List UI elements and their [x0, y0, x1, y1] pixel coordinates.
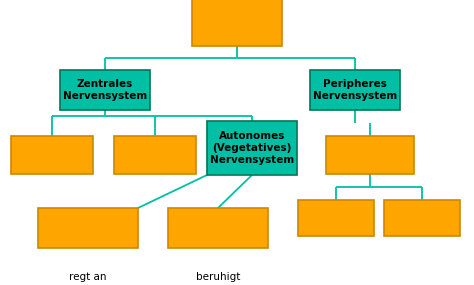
- Text: Autonomes
(Vegetatives)
Nervensystem: Autonomes (Vegetatives) Nervensystem: [210, 131, 294, 165]
- FancyBboxPatch shape: [207, 121, 297, 175]
- FancyBboxPatch shape: [114, 136, 196, 174]
- Text: beruhigt: beruhigt: [196, 272, 240, 282]
- FancyBboxPatch shape: [298, 200, 374, 236]
- Text: Peripheres
Nervensystem: Peripheres Nervensystem: [313, 79, 397, 101]
- FancyBboxPatch shape: [11, 136, 93, 174]
- FancyBboxPatch shape: [192, 0, 282, 46]
- FancyBboxPatch shape: [326, 136, 414, 174]
- FancyBboxPatch shape: [168, 208, 268, 248]
- FancyBboxPatch shape: [38, 208, 138, 248]
- FancyBboxPatch shape: [384, 200, 460, 236]
- Text: regt an: regt an: [69, 272, 107, 282]
- FancyBboxPatch shape: [60, 70, 150, 110]
- Text: Zentrales
Nervensystem: Zentrales Nervensystem: [63, 79, 147, 101]
- FancyBboxPatch shape: [310, 70, 400, 110]
